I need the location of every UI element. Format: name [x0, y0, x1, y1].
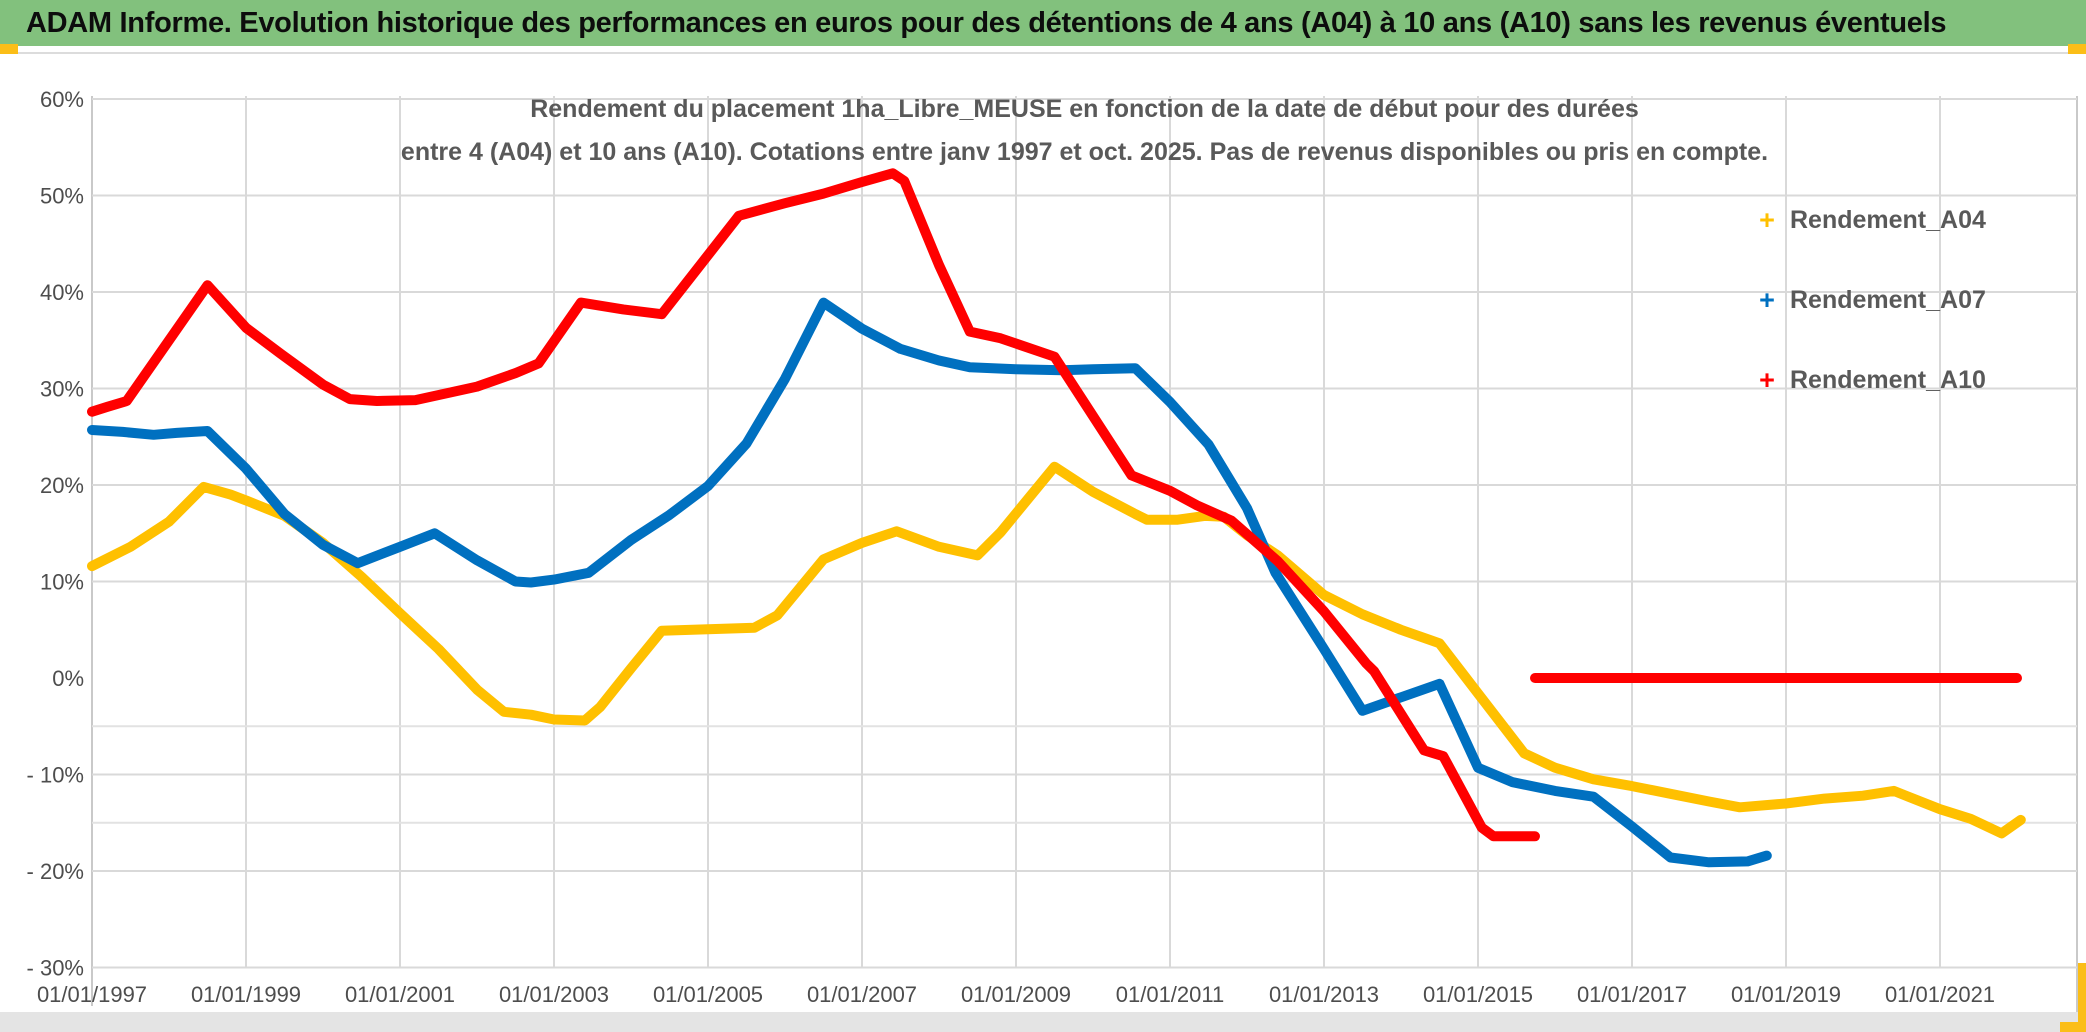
svg-text:01/01/1999: 01/01/1999: [191, 982, 301, 1007]
header-underline: [0, 52, 2086, 54]
legend-label-a10: Rendement_A10: [1790, 365, 1986, 394]
plus-marker-a07-icon: +: [1759, 284, 1775, 315]
svg-text:0%: 0%: [52, 666, 84, 691]
orange-border-strip: [2078, 963, 2086, 1032]
svg-text:01/01/2017: 01/01/2017: [1577, 982, 1687, 1007]
svg-text:- 10%: - 10%: [27, 763, 84, 788]
svg-text:10%: 10%: [40, 570, 84, 595]
svg-text:40%: 40%: [40, 280, 84, 305]
svg-text:- 20%: - 20%: [27, 859, 84, 884]
svg-text:30%: 30%: [40, 377, 84, 402]
legend-item-rendement-a07[interactable]: + Rendement_A07: [1752, 278, 1986, 322]
header-bar: ADAM Informe. Evolution historique des p…: [0, 0, 2086, 46]
svg-text:01/01/2019: 01/01/2019: [1731, 982, 1841, 1007]
svg-text:20%: 20%: [40, 473, 84, 498]
svg-text:01/01/2001: 01/01/2001: [345, 982, 455, 1007]
svg-text:01/01/2015: 01/01/2015: [1423, 982, 1533, 1007]
plus-marker-a10-icon: +: [1759, 364, 1775, 395]
legend-label-a07: Rendement_A07: [1790, 285, 1986, 314]
svg-text:01/01/2003: 01/01/2003: [499, 982, 609, 1007]
legend-item-rendement-a04[interactable]: + Rendement_A04: [1752, 198, 1986, 242]
svg-text:01/01/2005: 01/01/2005: [653, 982, 763, 1007]
header-title: ADAM Informe. Evolution historique des p…: [26, 6, 1947, 39]
orange-accent-right: [2068, 44, 2086, 54]
orange-border-corner: [2060, 1022, 2086, 1032]
svg-text:50%: 50%: [40, 184, 84, 209]
svg-text:01/01/2021: 01/01/2021: [1885, 982, 1995, 1007]
svg-text:01/01/2011: 01/01/2011: [1116, 982, 1224, 1007]
chart-legend: + Rendement_A04 + Rendement_A07 + Rendem…: [1752, 198, 1986, 438]
svg-text:01/01/2007: 01/01/2007: [807, 982, 917, 1007]
legend-label-a04: Rendement_A04: [1790, 205, 1986, 234]
svg-text:60%: 60%: [40, 87, 84, 112]
plus-marker-a04-icon: +: [1759, 204, 1775, 235]
svg-text:01/01/2009: 01/01/2009: [961, 982, 1071, 1007]
bottom-gray-band: [0, 1012, 2086, 1032]
svg-text:01/01/2013: 01/01/2013: [1269, 982, 1379, 1007]
svg-text:01/01/1997: 01/01/1997: [37, 982, 147, 1007]
svg-text:- 30%: - 30%: [27, 956, 84, 981]
orange-accent-left: [0, 44, 18, 54]
legend-item-rendement-a10[interactable]: + Rendement_A10: [1752, 358, 1986, 402]
